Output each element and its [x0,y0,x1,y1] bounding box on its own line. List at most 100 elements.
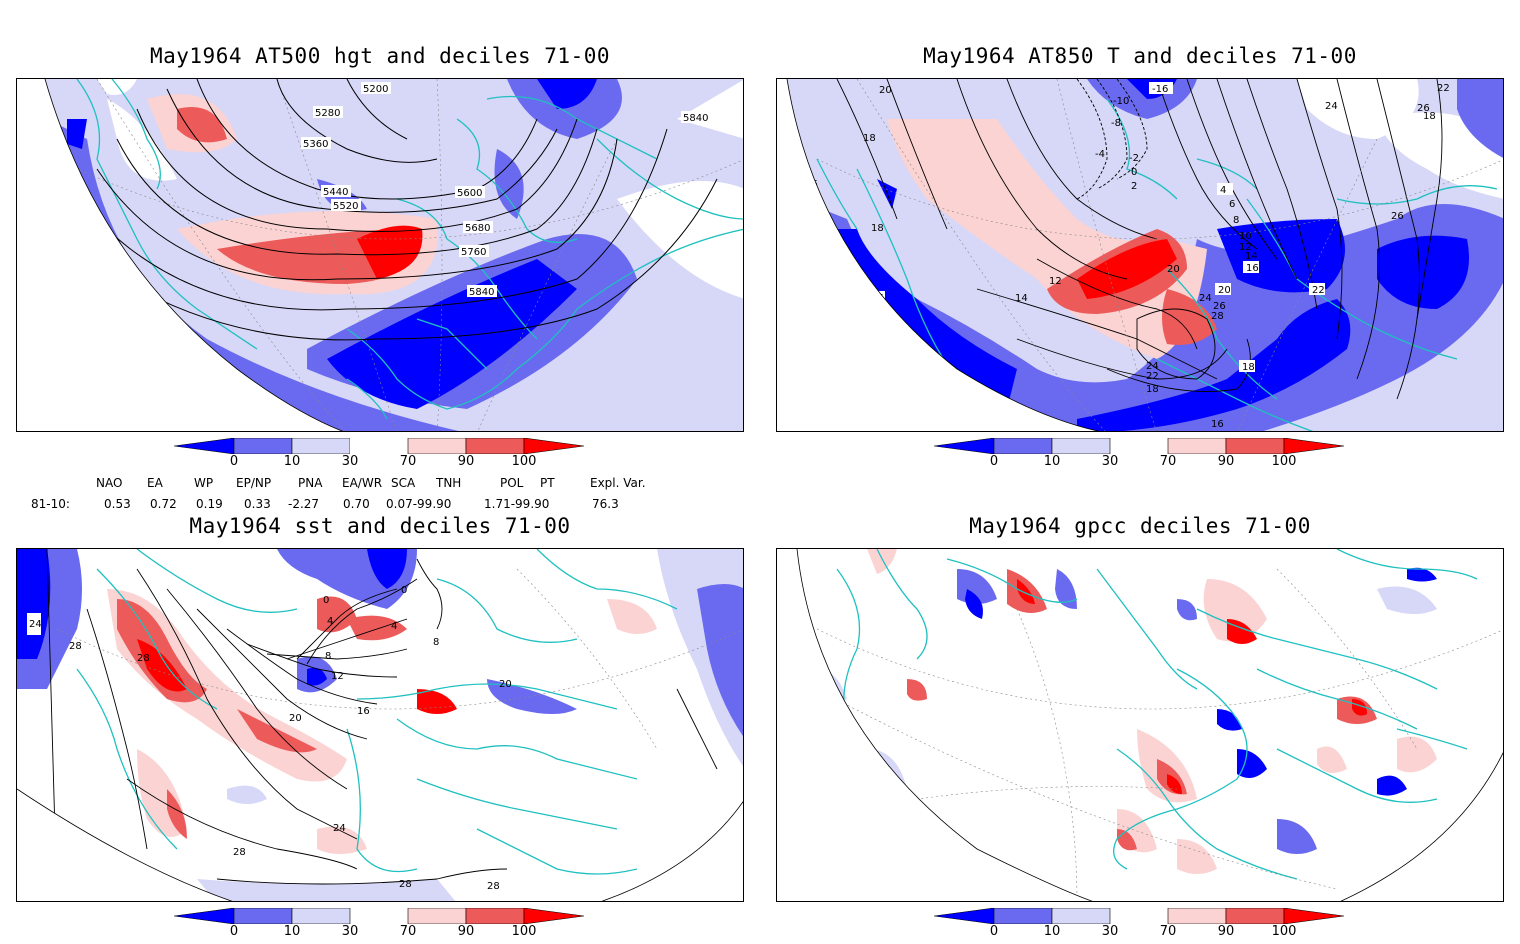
index-value-wp: 0.19 [196,497,223,511]
index-header-pol: POL [500,476,524,490]
contour-label: 5440 [323,187,348,198]
contour-label: 8 [1233,215,1239,226]
contour-label: 12 [1049,276,1062,287]
contour-label: 24 [1325,101,1338,112]
contour-label: 5680 [465,223,490,234]
contour-label: 0 [1131,167,1137,178]
index-header-pt: PT [540,476,555,490]
height-contours [76,79,718,341]
contour-label: 5280 [315,108,340,119]
index-header-sca: SCA [391,476,416,490]
contour-label: 4 [1220,185,1226,196]
contour-label: 12 [1239,242,1252,253]
colorbar-gpcc: 0 10 30 70 90 100 [933,907,1354,944]
map-panel-hgt500: 5200 5280 5360 5440 5520 5600 5680 5760 … [16,78,744,432]
contour-label: 8 [325,651,331,662]
contour-label: 14 [1015,293,1028,304]
index-header-epnp: EP/NP [236,476,272,490]
contour-label: 0 [323,595,329,606]
colorbar-hgt500: 0 10 30 70 90 100 [173,437,594,474]
contour-label: 20 [499,679,512,690]
index-header-pna: PNA [298,476,323,490]
index-header-explvar: Expl. Var. [590,476,646,490]
contour-label: -2 [1129,153,1139,164]
contour-label: 16 [1246,263,1259,274]
contour-label: 28 [487,881,500,892]
index-header-wp: WP [194,476,214,490]
anomaly-shading [17,549,743,901]
contour-label: -10 [1113,96,1129,107]
index-value-sca-tnh: 0.07-99.90 [386,497,452,511]
contour-label: 2 [1131,181,1137,192]
contour-label: 0 [401,585,407,596]
index-value-pol-pt: 1.71-99.90 [484,497,550,511]
contour-label: 18 [1423,111,1436,122]
contour-label: 16 [357,706,370,717]
panel-title-sst: May1964 sst and deciles 71-00 [189,514,571,538]
panel-title-gpcc: May1964 gpcc deciles 71-00 [969,514,1311,538]
anomaly-shading [37,79,743,431]
contour-label: 28 [69,641,82,652]
coastlines [816,98,1498,431]
map-panel-t850: 20 18 16 18 16 16 14 12 20 24 26 28 24 2… [776,78,1504,432]
index-value-ea: 0.72 [150,497,177,511]
coastlines [76,79,743,420]
contour-label: 14 [1245,251,1258,262]
contour-labels: 5200 5280 5360 5440 5520 5600 5680 5760 … [301,82,711,298]
contour-label: 28 [137,653,150,664]
map-panel-sst: 24 28 28 0 4 8 12 16 20 24 28 28 28 0 4 … [16,548,744,902]
contour-label: 12 [331,671,344,682]
index-value-nao: 0.53 [104,497,131,511]
contour-label: 5840 [683,113,708,124]
contour-label: 26 [1417,103,1430,114]
temperature-contours-negative [1076,79,1148,200]
index-header-nao: NAO [96,476,123,490]
index-header-tnh: TNH [436,476,462,490]
contour-label: -4 [1095,149,1105,160]
contour-label: 10 [1239,231,1252,242]
grid-lines [56,568,743,750]
contour-label: 18 [863,133,876,144]
contour-label: 5200 [363,84,388,95]
contour-label: -8 [1111,118,1121,129]
contour-labels: 24 28 28 0 4 8 12 16 20 24 28 28 28 0 4 … [27,585,512,892]
panel-title-hgt500: May1964 AT500 hgt and deciles 71-00 [149,44,610,68]
index-value-pna: -2.27 [288,497,320,511]
contour-label: -16 [1152,84,1168,95]
contour-label: 28 [1211,311,1224,322]
contour-label: 22 [1146,371,1159,382]
contour-label: 24 [333,823,346,834]
contour-label: 20 [1218,285,1231,296]
contour-label: 5600 [457,188,482,199]
contour-label: 22 [1437,83,1450,94]
contour-label: 22 [1312,285,1325,296]
contour-label: 18 [871,223,884,234]
map-panel-gpcc [776,548,1504,902]
contour-label: 5520 [333,201,358,212]
contour-label: 20 [289,713,302,724]
contour-label: 28 [399,879,412,890]
contour-label: 5840 [469,287,494,298]
index-header-ea: EA [147,476,163,490]
index-value-explvar: 76.3 [592,497,619,511]
contour-label: 4 [391,621,397,632]
contour-label: 5360 [303,139,328,150]
contour-label: 5760 [461,247,486,258]
coastlines [76,549,678,875]
sst-contours [46,549,718,901]
contour-label: 26 [1213,301,1226,312]
index-header-eawr: EA/WR [342,476,383,490]
contour-label: 18 [1146,384,1159,395]
contour-label: 24 [29,619,42,630]
contour-label: 4 [327,616,333,627]
contour-label: 18 [1242,362,1255,373]
grid-lines [816,79,1503,431]
contour-label: 24 [1146,361,1159,372]
contour-label: 6 [1229,199,1235,210]
contour-label: 20 [1167,264,1180,275]
contour-label: 26 [1391,211,1404,222]
colorbar-sst: 0 10 30 70 90 100 [173,907,594,944]
index-row-label: 81-10: [31,497,70,511]
colorbar-t850: 0 10 30 70 90 100 [933,437,1354,474]
contour-label: 28 [233,847,246,858]
